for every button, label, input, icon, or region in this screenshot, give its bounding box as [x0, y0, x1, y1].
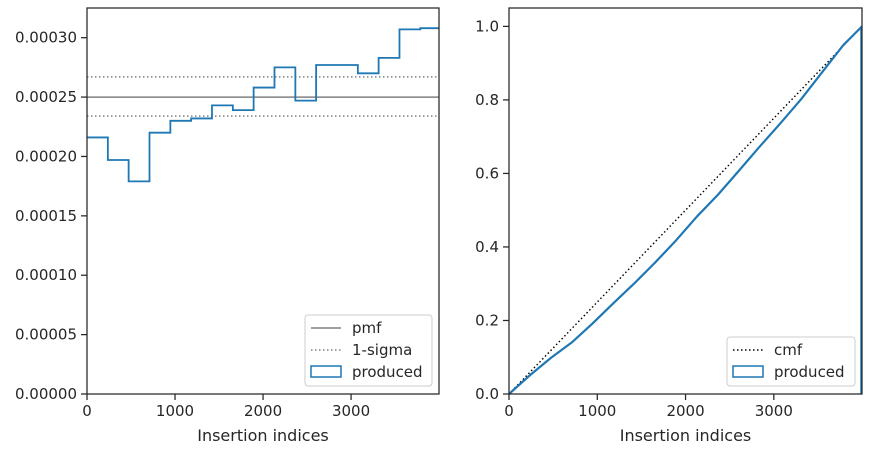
x-tick-label: 1000 — [156, 402, 194, 420]
produced-line — [508, 25, 863, 395]
cmf-line — [508, 25, 863, 395]
x-tick-label: 3000 — [332, 402, 370, 420]
x-tick-label: 0 — [504, 402, 514, 420]
y-tick-label: 0.6 — [475, 164, 499, 182]
x-tick-label: 1000 — [578, 402, 616, 420]
y-tick-label: 0.00025 — [15, 88, 77, 106]
y-tick-label: 0.00020 — [15, 147, 77, 165]
y-tick-label: 0.00030 — [15, 29, 77, 47]
legend-produced-swatch — [732, 365, 764, 378]
x-axis-label: Insertion indices — [620, 426, 752, 445]
axes-frame — [86, 7, 440, 395]
legend-produced-swatch — [310, 365, 342, 378]
y-tick-label: 0.00015 — [15, 207, 77, 225]
x-tick-label: 0 — [82, 402, 92, 420]
x-axis-label: Insertion indices — [197, 426, 329, 445]
legend-pmf-label: pmf — [352, 319, 382, 337]
produced-histogram — [87, 27, 439, 183]
legend-produced-label: produced — [352, 363, 423, 381]
y-tick-label: 0.00005 — [15, 326, 77, 344]
y-tick-label: 0.00010 — [15, 266, 77, 284]
y-tick-label: 0.0 — [475, 385, 499, 403]
x-tick-label: 2000 — [666, 402, 704, 420]
axes-frame — [508, 7, 863, 395]
x-tick-label: 2000 — [244, 402, 282, 420]
legend-box — [726, 336, 856, 387]
legend-sigma-label: 1-sigma — [352, 341, 412, 359]
y-tick-label: 1.0 — [475, 17, 499, 35]
y-tick-label: 0.8 — [475, 91, 499, 109]
legend-cmf-label: cmf — [774, 341, 803, 359]
x-tick-label: 3000 — [755, 402, 793, 420]
y-tick-label: 0.00000 — [15, 385, 77, 403]
y-tick-label: 0.4 — [475, 238, 499, 256]
legend-produced-label: produced — [774, 363, 845, 381]
legend-box — [304, 314, 433, 387]
y-tick-label: 0.2 — [475, 311, 499, 329]
